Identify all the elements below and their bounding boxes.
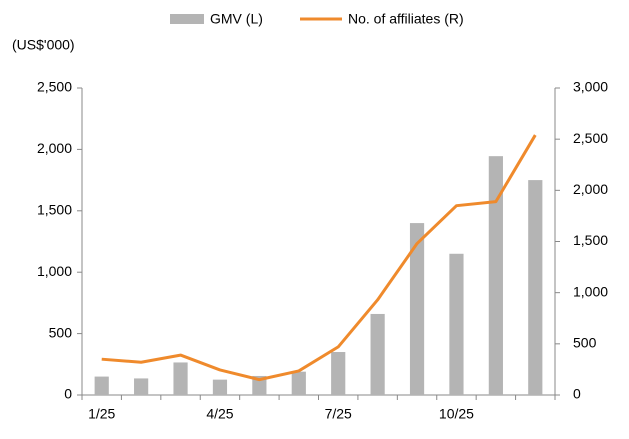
y-tick-label: 1,500 <box>37 202 72 218</box>
x-tick-label: 7/25 <box>325 406 352 422</box>
bar <box>331 352 346 395</box>
y-tick-label: 0 <box>64 386 72 402</box>
y-tick-label: 500 <box>49 324 73 340</box>
y-tick-label: 1,000 <box>37 263 72 279</box>
y2-tick-label: 1,000 <box>573 283 608 299</box>
legend-label: GMV (L) <box>210 11 263 27</box>
x-tick-label: 1/25 <box>88 406 115 422</box>
bar <box>370 313 385 395</box>
y-tick-label: 2,000 <box>37 140 72 156</box>
bar <box>528 180 543 395</box>
legend-label: No. of affiliates (R) <box>348 11 464 27</box>
legend-swatch <box>170 14 204 24</box>
bar <box>409 223 425 395</box>
x-tick-label: 10/25 <box>439 406 474 422</box>
line <box>101 134 537 382</box>
bar <box>212 379 228 395</box>
y2-tick-label: 500 <box>573 335 597 351</box>
bar <box>173 362 188 395</box>
y2-tick-label: 2,000 <box>573 181 608 197</box>
bar <box>449 253 464 395</box>
y2-tick-label: 3,000 <box>573 79 608 95</box>
bar <box>134 378 149 395</box>
x-tick-label: 4/25 <box>206 406 233 422</box>
y2-tick-label: 2,500 <box>573 130 608 146</box>
y2-tick-label: 0 <box>573 386 581 402</box>
bar <box>291 371 306 395</box>
y-axis-label: (US$'000) <box>12 37 75 53</box>
y-tick-label: 2,500 <box>37 79 72 95</box>
bar <box>94 376 109 395</box>
y2-tick-label: 1,500 <box>573 232 608 248</box>
bar <box>488 156 503 395</box>
bar <box>252 375 267 395</box>
